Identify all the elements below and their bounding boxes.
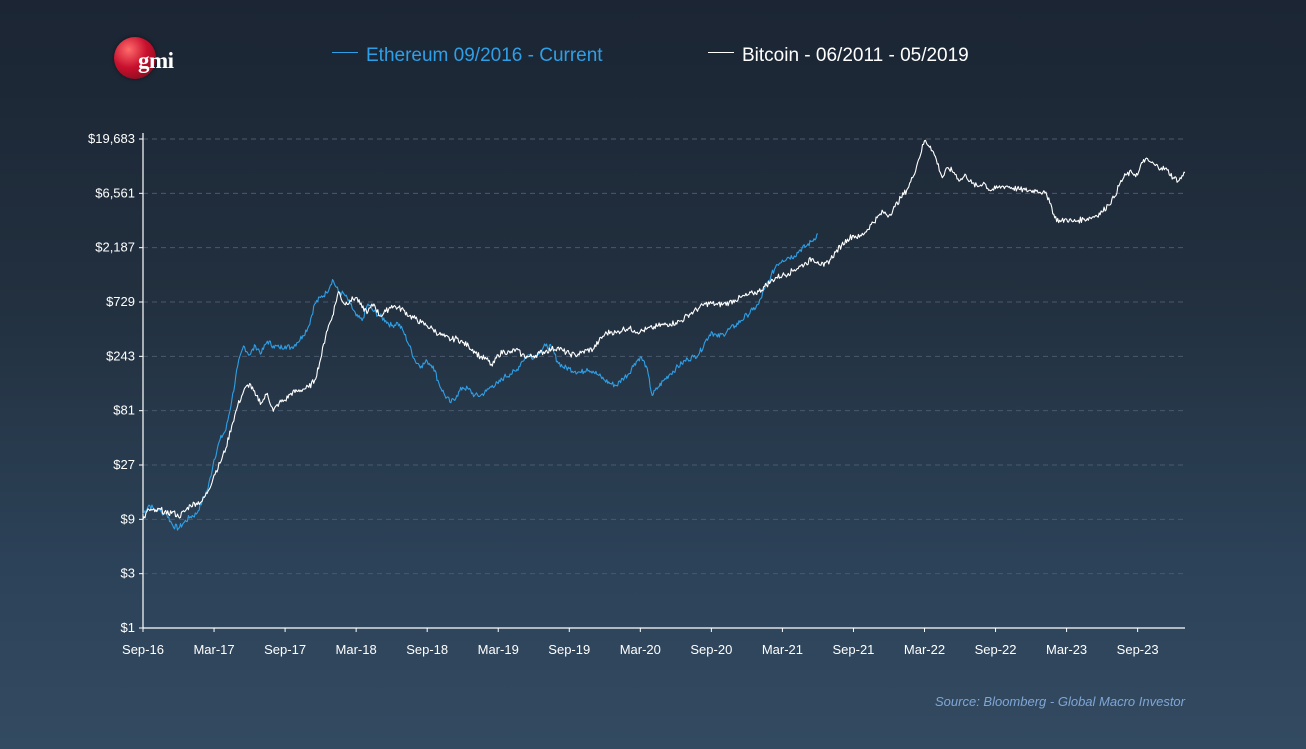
series-lines xyxy=(142,139,1186,531)
x-tick-label: Sep-19 xyxy=(548,642,590,657)
y-tick-label: $2,187 xyxy=(95,240,135,255)
y-tick-label: $243 xyxy=(106,348,135,363)
gridlines xyxy=(143,138,1185,575)
x-tick-label: Mar-23 xyxy=(1046,642,1087,657)
x-tick-label: Sep-21 xyxy=(832,642,874,657)
globe-icon xyxy=(114,37,156,79)
legend-ethereum-swatch xyxy=(332,52,358,54)
y-tick-label: $81 xyxy=(113,403,135,418)
legend-bitcoin-swatch xyxy=(708,52,734,54)
x-tick-label: Mar-18 xyxy=(336,642,377,657)
y-tick-label: $1 xyxy=(121,620,135,635)
gmi-logo: gmi xyxy=(114,36,194,80)
x-tick-label: Sep-20 xyxy=(690,642,732,657)
series-bitcoin-line xyxy=(142,139,1186,520)
y-tick-label: $9 xyxy=(121,511,135,526)
y-tick-label: $3 xyxy=(121,566,135,581)
y-tick-label: $19,683 xyxy=(88,131,135,146)
y-tick-label: $729 xyxy=(106,294,135,309)
x-tick-label: Mar-21 xyxy=(762,642,803,657)
source-note: Source: Bloomberg - Global Macro Investo… xyxy=(935,694,1185,709)
logo-text: gmi xyxy=(138,48,174,73)
x-tick-label: Mar-20 xyxy=(620,642,661,657)
axes: $1 $3 $9 $27 $81 $243 $729 $2,187 $6,561 $19,683 S… xyxy=(88,131,1185,657)
legend-ethereum: Ethereum 09/2016 - Current xyxy=(332,45,603,67)
x-tick-label: Sep-17 xyxy=(264,642,306,657)
legend-bitcoin-label: Bitcoin - 06/2011 - 05/2019 xyxy=(742,45,969,66)
x-tick-label: Sep-18 xyxy=(406,642,448,657)
y-tick-label: $6,561 xyxy=(95,185,135,200)
x-tick-label: Sep-16 xyxy=(122,642,164,657)
x-tick-label: Mar-19 xyxy=(478,642,519,657)
legend-ethereum-label: Ethereum 09/2016 - Current xyxy=(366,45,603,66)
legend-bitcoin: Bitcoin - 06/2011 - 05/2019 xyxy=(708,45,969,67)
x-tick-label: Mar-17 xyxy=(193,642,234,657)
series-ethereum-line xyxy=(142,233,819,531)
x-tick-label: Mar-22 xyxy=(904,642,945,657)
x-tick-label: Sep-22 xyxy=(975,642,1017,657)
x-tick-label: Sep-23 xyxy=(1117,642,1159,657)
y-tick-label: $27 xyxy=(113,457,135,472)
